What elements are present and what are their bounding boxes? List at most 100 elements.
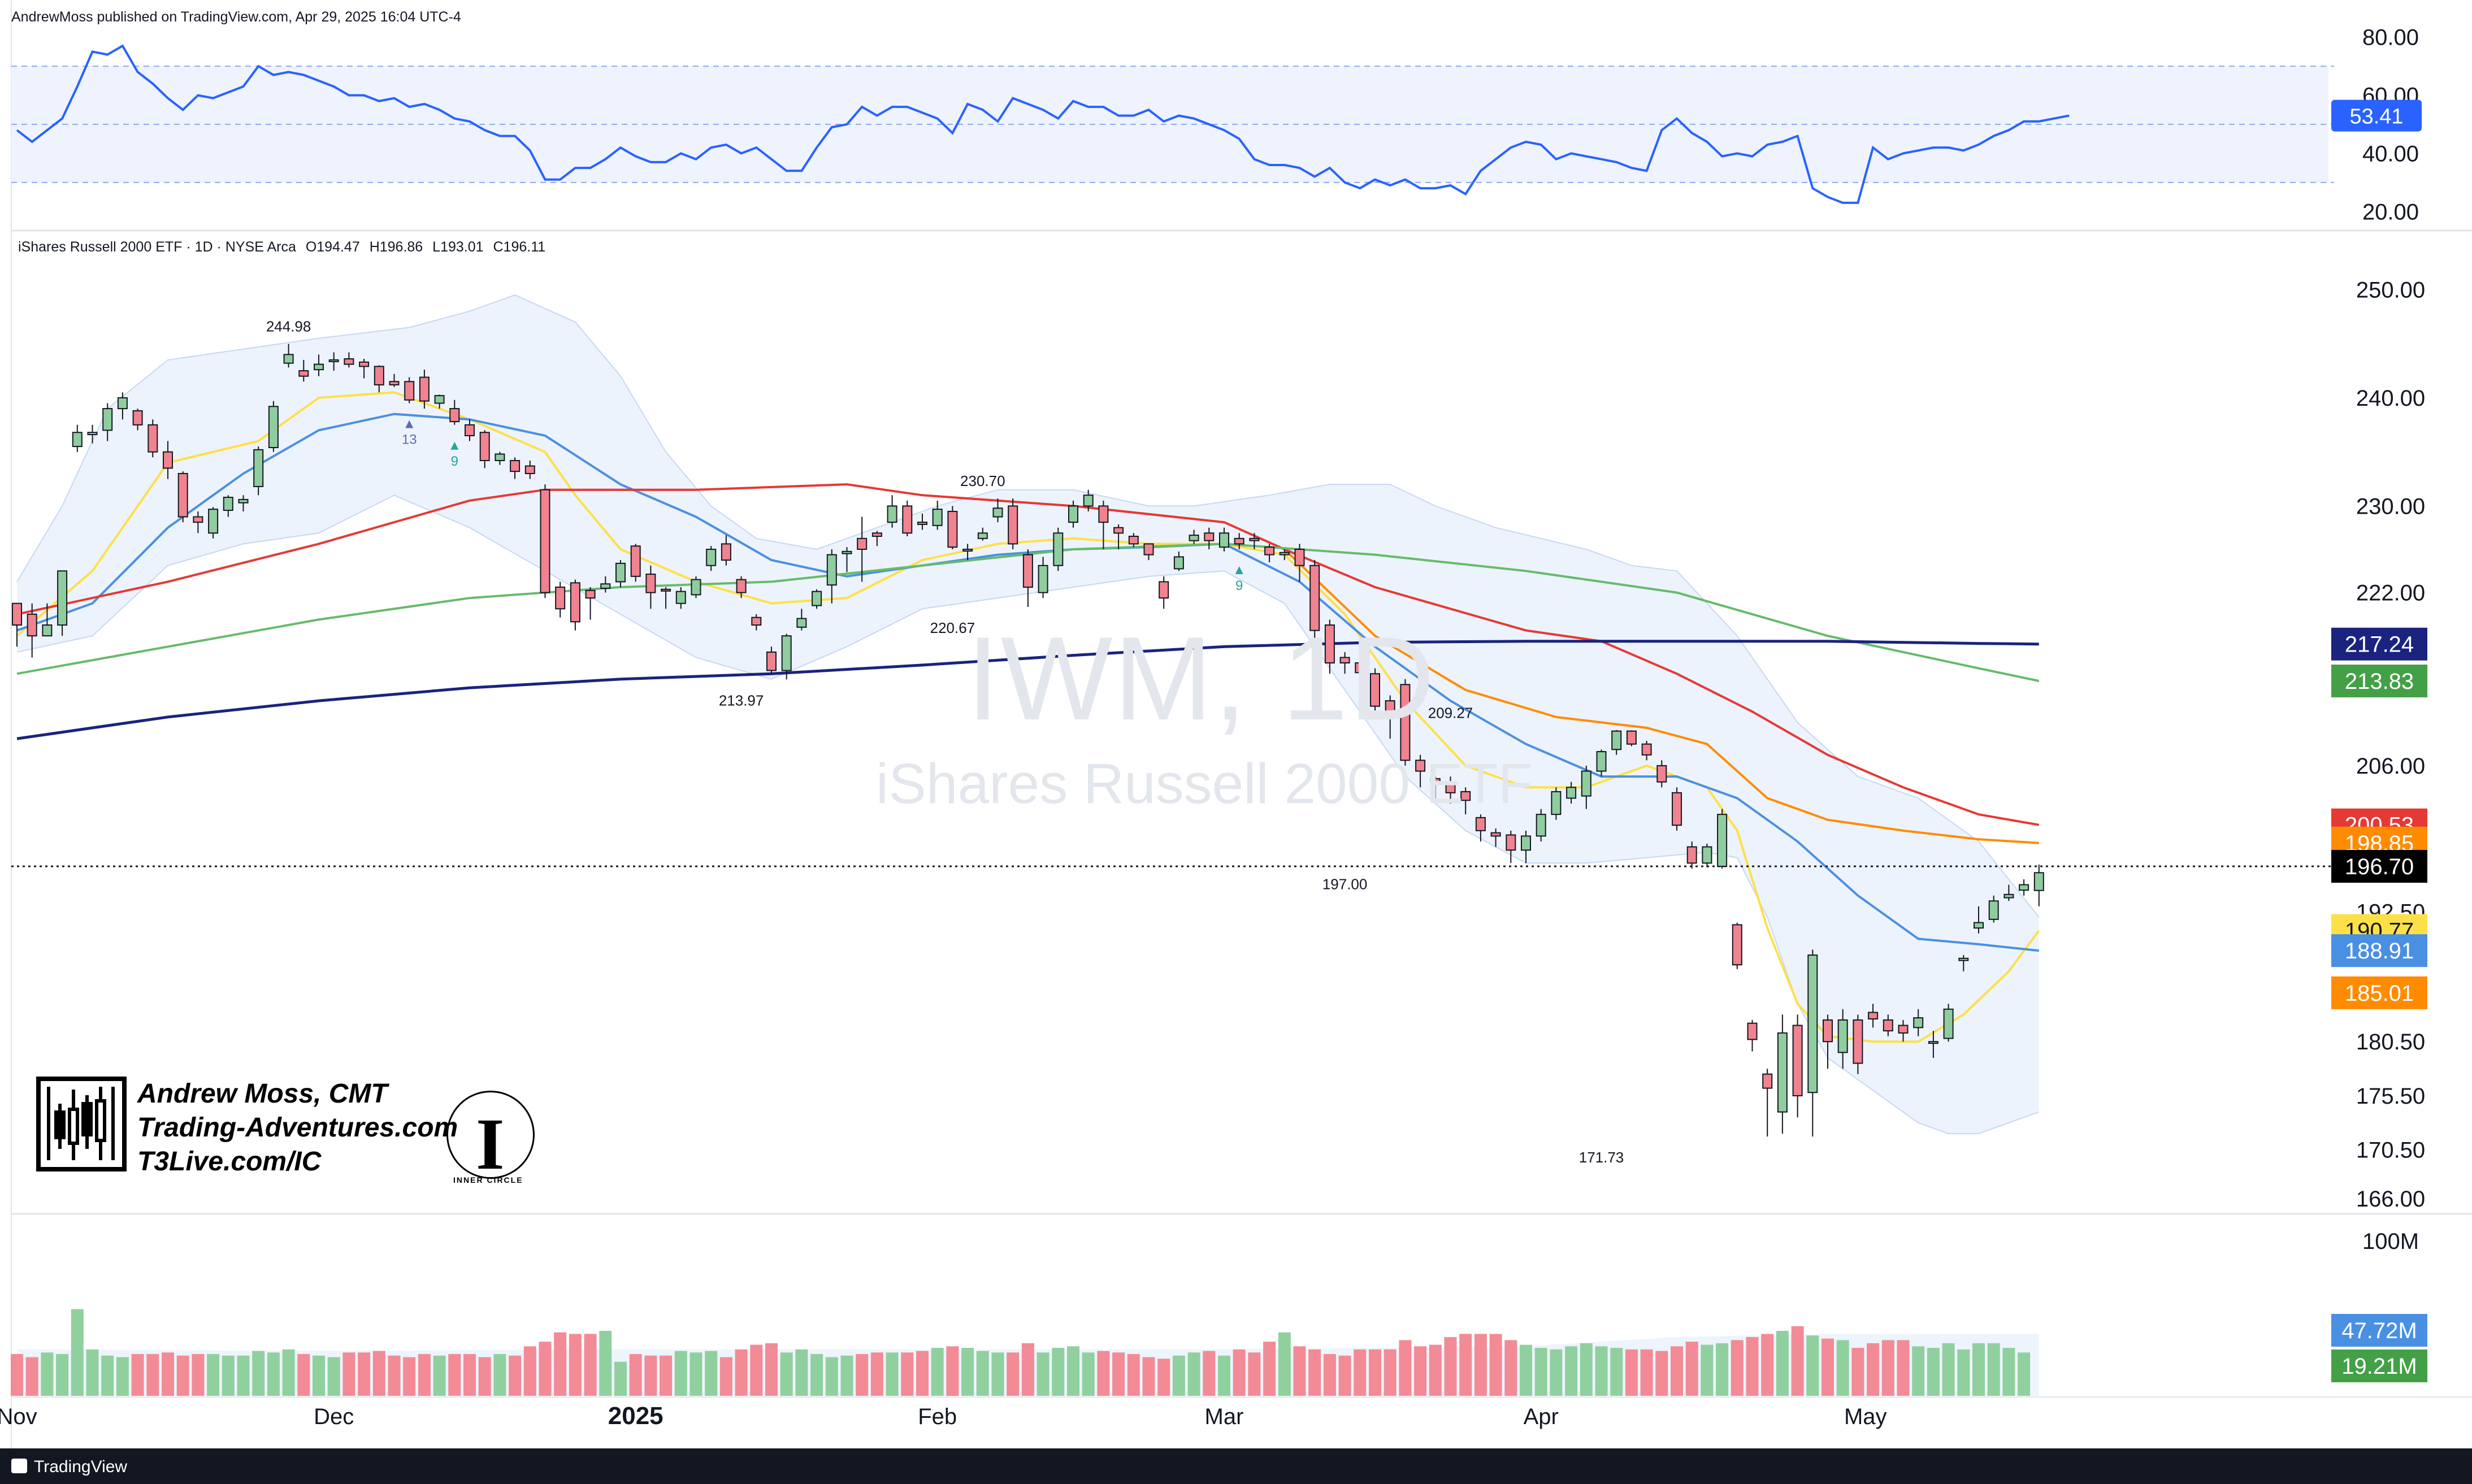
- volume-bar: [101, 1355, 114, 1396]
- volume-bar: [1142, 1357, 1155, 1396]
- candle-body: [1309, 565, 1320, 631]
- volume-ma-value: 47.72M: [2341, 1318, 2417, 1343]
- candle-body: [706, 548, 717, 566]
- volume-bar: [705, 1351, 718, 1396]
- candlestick-logo: [36, 1077, 127, 1171]
- candle-body: [57, 570, 68, 626]
- candle: [1762, 1069, 1773, 1137]
- candle-body: [1988, 900, 1999, 920]
- time-axis-label: Mar: [1205, 1404, 1244, 1429]
- author-site[interactable]: Trading-Adventures.com: [137, 1113, 458, 1143]
- candle-body: [1958, 957, 1969, 961]
- candle: [1279, 549, 1290, 561]
- bollinger-cloud: [17, 295, 2039, 1134]
- volume-bar: [313, 1355, 325, 1396]
- ohlc-high: H196.86: [369, 239, 423, 255]
- author-link[interactable]: T3Live.com/IC: [137, 1147, 322, 1177]
- time-axis: Nov Dec 2025 Feb Mar Apr May: [0, 1402, 1887, 1430]
- candle: [1641, 740, 1652, 761]
- candle-body: [1641, 743, 1652, 756]
- volume-bar: [1595, 1346, 1608, 1396]
- candle-body: [1551, 791, 1562, 815]
- candle: [148, 419, 158, 458]
- candle-body: [1173, 556, 1184, 570]
- candle: [1792, 1014, 1803, 1118]
- volume-bar: [1127, 1354, 1140, 1396]
- volume-bar: [1822, 1338, 1834, 1396]
- volume-bar: [192, 1354, 205, 1396]
- volume-bar: [418, 1354, 431, 1396]
- volume-bar: [825, 1357, 838, 1396]
- candle-body: [1732, 924, 1742, 966]
- price-tick-label: 180.50: [2356, 1030, 2425, 1055]
- candle-body: [148, 424, 158, 453]
- candle: [1490, 828, 1501, 847]
- candle: [12, 602, 22, 647]
- candle: [1128, 533, 1139, 548]
- candle-body: [1219, 532, 1229, 548]
- setup-marker-count: 9: [1235, 578, 1243, 593]
- rsi-tick-label: 20.00: [2362, 199, 2419, 224]
- candle-body: [1370, 673, 1380, 707]
- candle-body: [314, 363, 324, 371]
- volume-bar: [1248, 1352, 1261, 1396]
- candle-body: [691, 579, 701, 596]
- candle: [1702, 843, 1712, 867]
- candle-body: [1415, 760, 1426, 772]
- candle-body: [2019, 884, 2029, 891]
- candle-body: [223, 497, 233, 511]
- candle-body: [419, 376, 430, 402]
- candle-body: [1445, 783, 1456, 793]
- footer-brand[interactable]: TradingView: [34, 1457, 128, 1476]
- volume-bar: [660, 1355, 673, 1396]
- candle: [1400, 679, 1411, 766]
- sma50-line: [1283, 548, 2039, 844]
- candle-body: [585, 589, 596, 599]
- volume-bar: [1580, 1343, 1593, 1396]
- candle-body: [1702, 846, 1712, 864]
- candle-body: [1807, 954, 1818, 1094]
- symbol-name[interactable]: iShares Russell 2000 ETF · 1D · NYSE Arc…: [18, 239, 296, 255]
- candle-body: [1475, 817, 1486, 831]
- candle: [253, 446, 264, 496]
- volume-bar: [1731, 1340, 1744, 1396]
- candle: [177, 471, 188, 523]
- volume-bar: [41, 1352, 54, 1396]
- candle-body: [208, 509, 219, 534]
- candle-body: [1868, 1012, 1879, 1019]
- volume-bar: [1082, 1352, 1095, 1396]
- candle-body: [328, 359, 339, 362]
- candle-body: [1143, 543, 1154, 556]
- candle: [404, 377, 415, 403]
- candle: [1958, 955, 1969, 971]
- volume-last-badge: [2331, 1350, 2427, 1382]
- candle: [1053, 527, 1064, 571]
- candle-body: [645, 574, 656, 593]
- volume-bar: [629, 1354, 642, 1396]
- price-tick-label: 175.50: [2356, 1084, 2425, 1109]
- candle-body: [857, 537, 868, 550]
- volume-bar: [176, 1355, 189, 1396]
- candle-body: [1068, 505, 1078, 523]
- volume-bar: [1429, 1344, 1442, 1396]
- candle: [419, 370, 430, 409]
- candle-body: [826, 554, 837, 586]
- candle-body: [887, 505, 897, 523]
- candle-body: [2003, 893, 2014, 899]
- volume-bar: [358, 1352, 371, 1396]
- candle-body: [766, 651, 777, 671]
- price-tick-label: 240.00: [2356, 386, 2425, 411]
- volume-bar: [1791, 1326, 1804, 1396]
- candle: [1868, 1004, 1879, 1028]
- setup-marker-icon: [1235, 566, 1243, 574]
- candle: [2033, 864, 2044, 906]
- candle: [1173, 551, 1184, 571]
- candle-body: [1400, 684, 1411, 761]
- volume-bar: [1097, 1351, 1110, 1396]
- candle-body: [495, 453, 505, 461]
- candle-body: [524, 465, 535, 474]
- volume-bar: [901, 1352, 914, 1396]
- candle: [1415, 754, 1426, 788]
- candle: [902, 500, 913, 537]
- candle-body: [1053, 532, 1064, 566]
